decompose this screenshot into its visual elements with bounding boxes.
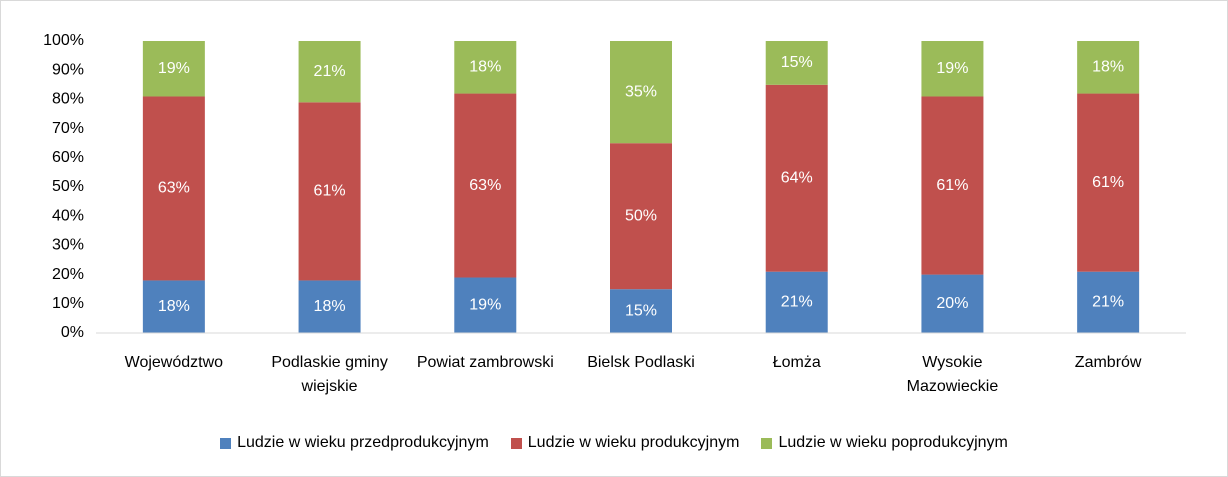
data-label: 19%: [158, 60, 190, 77]
legend: Ludzie w wieku przedprodukcyjnym Ludzie w…: [1, 434, 1227, 452]
legend-swatch: [510, 437, 522, 449]
data-label: 18%: [1092, 58, 1124, 75]
y-tick-label: 80%: [52, 91, 84, 108]
bar-segment: [1077, 271, 1140, 333]
data-label: 21%: [781, 294, 813, 311]
x-tick-label: Powiat zambrowski: [416, 354, 554, 371]
bar-segment: [142, 280, 205, 333]
data-label: 19%: [469, 296, 501, 313]
data-label: 64%: [781, 169, 813, 186]
x-tick-label: Bielsk Podlaski: [587, 354, 695, 371]
bar-segment: [610, 41, 672, 144]
data-label: 63%: [158, 180, 190, 197]
bar-segment: [610, 143, 672, 290]
legend-swatch: [761, 437, 773, 449]
bar-segment: [921, 96, 984, 275]
data-label: 35%: [625, 83, 657, 100]
y-tick-label: 100%: [43, 32, 84, 49]
x-tick-label: Łomża: [772, 354, 821, 371]
y-tick-label: 50%: [52, 178, 84, 195]
bar-segment: [765, 41, 828, 85]
data-label: 15%: [625, 302, 657, 319]
legend-item: Ludzie w wieku poprodukcyjnym: [761, 434, 1008, 452]
bar-segment: [921, 274, 984, 333]
bar-segment: [298, 102, 361, 281]
y-tick-label: 40%: [52, 207, 84, 224]
bar-segment: [765, 271, 828, 333]
data-label: 15%: [781, 54, 813, 71]
data-label: 63%: [469, 177, 501, 194]
data-label: 50%: [625, 207, 657, 224]
bar-segment: [298, 41, 361, 103]
y-tick-label: 0%: [61, 324, 84, 341]
x-tick-label: Podlaskie gminy wiejskie: [271, 354, 388, 395]
data-label: 20%: [936, 295, 968, 312]
data-label: 18%: [158, 298, 190, 315]
bar-segment: [765, 84, 828, 272]
bar-segment: [454, 93, 517, 278]
y-tick-label: 10%: [52, 295, 84, 312]
data-label: 18%: [314, 298, 346, 315]
y-tick-label: 20%: [52, 266, 84, 283]
bar-segment: [454, 41, 517, 94]
data-label: 61%: [936, 177, 968, 194]
data-label: 61%: [1092, 174, 1124, 191]
bar-segment: [1077, 93, 1140, 272]
data-label: 19%: [936, 60, 968, 77]
legend-swatch: [220, 437, 232, 449]
bar-segment: [454, 277, 517, 333]
x-tick-label: Województwo: [124, 354, 224, 371]
data-label: 18%: [469, 58, 501, 75]
y-tick-label: 90%: [52, 61, 84, 78]
y-tick-label: 30%: [52, 237, 84, 254]
bar-segment: [142, 41, 205, 97]
data-label: 21%: [1092, 294, 1124, 311]
bar-segment: [142, 96, 205, 281]
x-tick-label: Zambrów: [1074, 354, 1142, 371]
data-label: 61%: [314, 183, 346, 200]
legend-item: Ludzie w wieku przedprodukcyjnym: [220, 434, 489, 452]
legend-label: Ludzie w wieku poprodukcyjnym: [778, 434, 1008, 451]
legend-label: Ludzie w wieku przedprodukcyjnym: [237, 434, 489, 451]
data-label: 21%: [314, 63, 346, 80]
bar-segment: [1077, 41, 1140, 94]
bar-segment: [610, 289, 672, 333]
bar-segment: [298, 280, 361, 333]
legend-item: Ludzie w wieku produkcyjnym: [510, 434, 740, 452]
x-tick-label: Wysokie Mazowieckie: [906, 354, 999, 395]
y-tick-label: 70%: [52, 120, 84, 137]
bar-segment: [921, 41, 984, 97]
legend-label: Ludzie w wieku produkcyjnym: [527, 434, 740, 451]
y-tick-label: 60%: [52, 149, 84, 166]
